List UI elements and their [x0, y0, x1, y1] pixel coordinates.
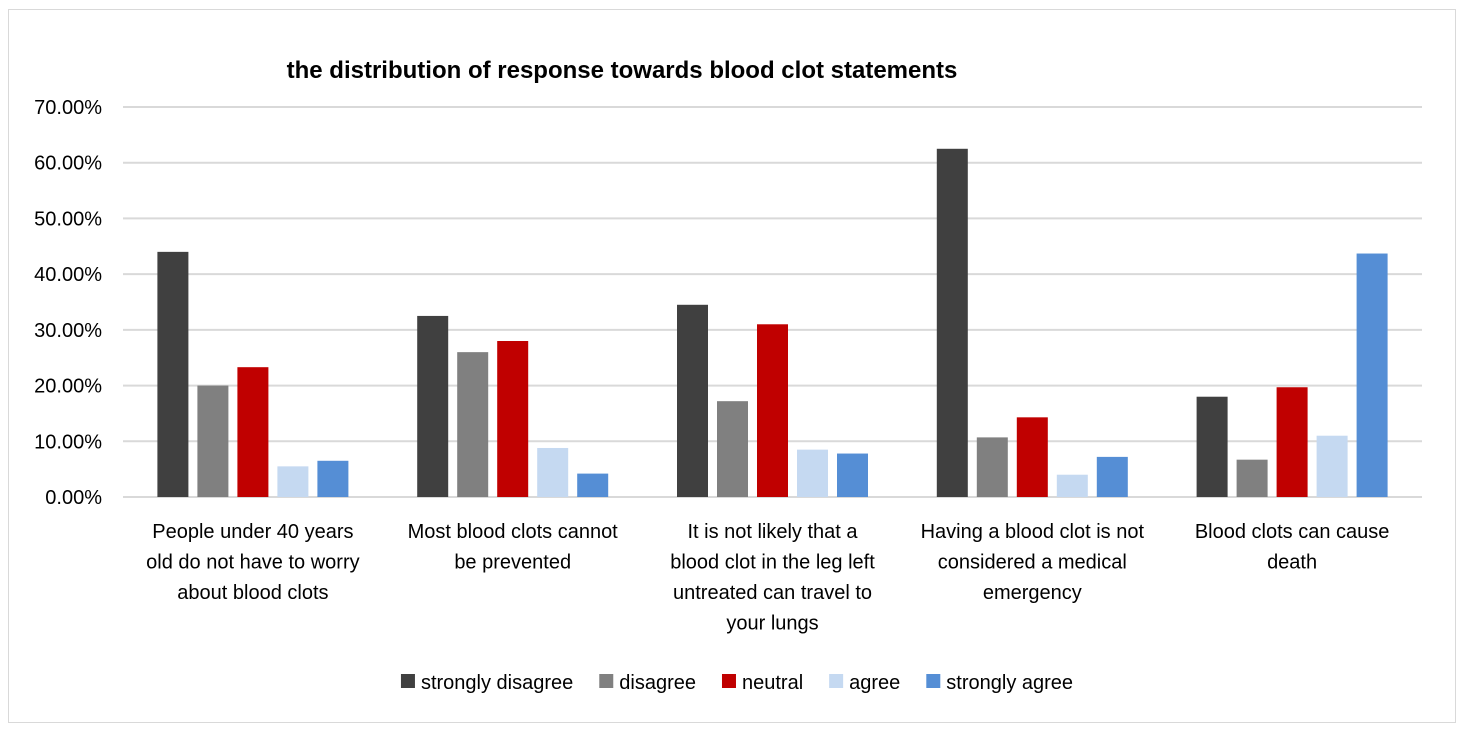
legend-swatch	[400, 674, 415, 688]
chart-title: the distribution of response towards blo…	[287, 57, 958, 84]
bar-neutral	[1016, 417, 1048, 497]
chart-frame	[8, 9, 1456, 723]
legend: strongly disagree disagree neutral agree str…	[400, 672, 1073, 694]
bar-strongly-disagree	[417, 315, 449, 497]
category-label: Blood clots can cause	[1195, 521, 1390, 543]
legend-swatch	[829, 674, 844, 688]
bar-neutral	[237, 367, 269, 497]
bar-strongly-disagree	[677, 304, 708, 497]
bar-strongly-agree	[577, 473, 609, 497]
bar-strongly-agree	[317, 460, 349, 497]
bar-neutral	[757, 324, 788, 497]
legend-label: strongly agree	[946, 672, 1073, 694]
bar-strongly-agree	[837, 453, 868, 497]
category-label: about blood clots	[177, 582, 328, 604]
y-tick-label: 50.00%	[34, 208, 102, 230]
legend-label: neutral	[742, 672, 803, 694]
y-axis-ticks: 0.00% 10.00% 20.00% 30.00% 40.00% 50.00% 60.00…	[34, 97, 102, 509]
legend-label: strongly disagree	[421, 672, 573, 694]
bar-neutral	[1276, 387, 1308, 497]
category-label: old do not have to worry	[146, 552, 359, 574]
bar-strongly-disagree	[157, 251, 189, 497]
bar-disagree	[1236, 459, 1268, 497]
y-tick-label: 0.00%	[45, 487, 102, 509]
category-label: be prevented	[454, 552, 571, 574]
category-label: It is not likely that a	[687, 521, 858, 543]
bar-neutral	[497, 341, 529, 497]
bar-agree	[797, 449, 828, 497]
bar-agree	[277, 466, 309, 497]
legend-swatch	[926, 674, 941, 688]
y-tick-label: 40.00%	[34, 264, 102, 286]
category-label: untreated can travel to	[673, 582, 872, 604]
category-label: Most blood clots cannot	[408, 521, 619, 543]
y-tick-label: 60.00%	[34, 153, 102, 175]
bar-disagree	[197, 385, 229, 497]
bars	[157, 148, 1388, 498]
category-label: blood clot in the leg left	[670, 552, 875, 574]
bar-disagree	[457, 352, 489, 497]
y-tick-label: 30.00%	[34, 320, 102, 342]
bar-disagree	[976, 437, 1008, 497]
legend-swatch	[721, 674, 736, 688]
bar-strongly-disagree	[1196, 396, 1228, 497]
bar-strongly-agree	[1096, 456, 1128, 497]
legend-label: agree	[849, 672, 900, 694]
bar-agree	[1056, 474, 1088, 497]
category-label: People under 40 years	[152, 521, 353, 543]
y-tick-label: 20.00%	[34, 376, 102, 398]
x-axis-labels: People under 40 years old do not have to …	[146, 521, 1389, 635]
y-tick-label: 10.00%	[34, 431, 102, 453]
bar-agree	[1316, 435, 1348, 497]
category-label: Having a blood clot is not	[921, 521, 1145, 543]
bar-strongly-disagree	[936, 148, 968, 498]
legend-label: disagree	[619, 672, 696, 694]
y-tick-label: 70.00%	[34, 97, 102, 119]
category-label: your lungs	[726, 613, 818, 635]
category-label: considered a medical	[938, 552, 1127, 574]
legend-swatch	[599, 674, 614, 688]
category-label: emergency	[983, 582, 1082, 604]
bar-disagree	[717, 401, 748, 497]
category-label: death	[1267, 552, 1317, 574]
bar-strongly-agree	[1356, 253, 1388, 497]
bar-agree	[537, 447, 569, 497]
